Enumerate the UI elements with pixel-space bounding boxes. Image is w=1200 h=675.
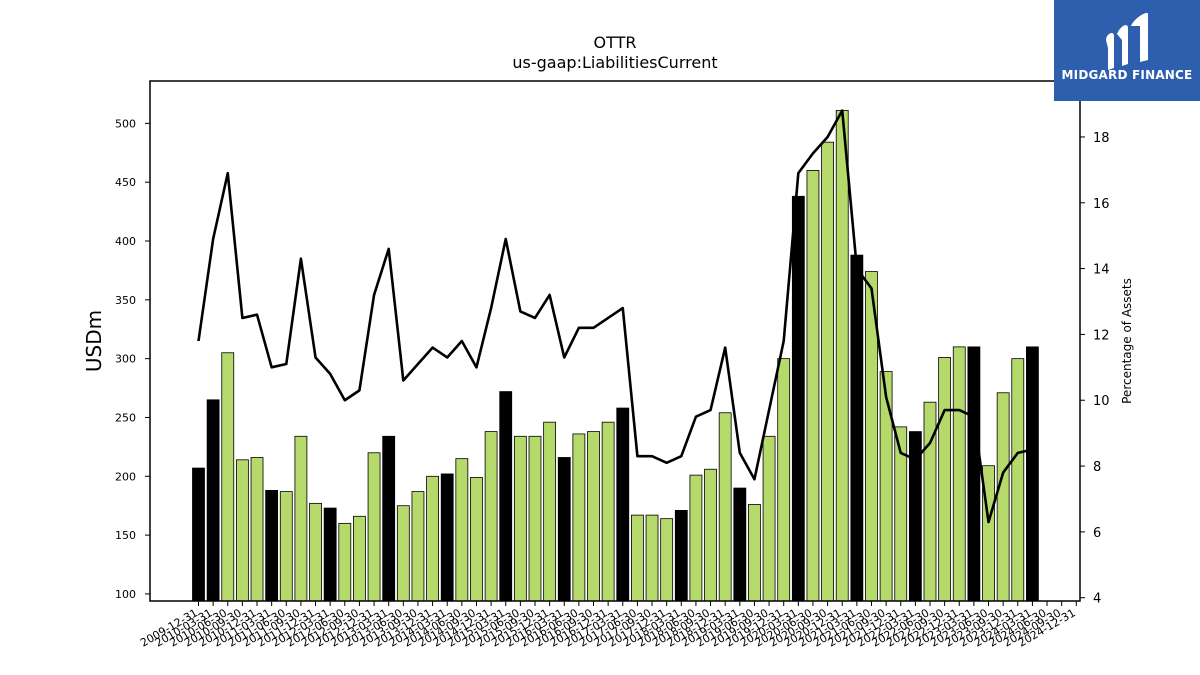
bar xyxy=(704,468,717,602)
bar-series xyxy=(192,110,1039,602)
bar xyxy=(660,518,674,602)
bar xyxy=(279,491,293,602)
bar xyxy=(850,254,864,602)
bar xyxy=(294,435,308,602)
bar xyxy=(250,457,264,602)
bar xyxy=(748,504,761,602)
bar xyxy=(440,473,454,602)
bar xyxy=(674,510,688,602)
bar xyxy=(1026,346,1039,602)
bar xyxy=(1011,358,1025,602)
bar xyxy=(821,141,834,602)
bar xyxy=(616,407,630,602)
y2-tick-label: 10 xyxy=(1093,394,1110,409)
y-tick-label: 400 xyxy=(115,235,136,248)
bar xyxy=(601,421,615,602)
bar xyxy=(631,514,644,602)
bar xyxy=(484,431,498,602)
bar xyxy=(323,507,337,602)
bar xyxy=(513,435,527,602)
bar xyxy=(733,487,747,602)
logo-background xyxy=(1054,0,1200,101)
bar xyxy=(762,435,776,602)
x-axis: 2009-12-312010-03-312010-06-302010-09-30… xyxy=(138,601,1078,650)
bar xyxy=(206,399,220,602)
bar xyxy=(996,392,1010,602)
y2-tick-label: 14 xyxy=(1093,263,1110,278)
bar xyxy=(572,433,586,602)
y-tick-label: 500 xyxy=(115,117,136,130)
y-axis-label: USDm xyxy=(82,310,106,372)
y2-tick-label: 8 xyxy=(1093,460,1101,475)
bar xyxy=(952,346,966,602)
bar xyxy=(718,412,732,602)
bar xyxy=(777,358,791,602)
y2-tick-label: 12 xyxy=(1093,328,1110,343)
logo-text: MIDGARD FINANCE xyxy=(1061,68,1193,82)
bar xyxy=(499,391,513,602)
bar xyxy=(879,371,893,602)
y-tick-label: 350 xyxy=(115,294,136,307)
bar xyxy=(353,515,366,602)
bar xyxy=(265,490,279,602)
bar xyxy=(528,435,542,602)
chart-title: OTTR xyxy=(594,33,637,52)
bar xyxy=(806,170,820,602)
y-tick-label: 450 xyxy=(115,176,136,189)
bar xyxy=(221,352,235,602)
bar xyxy=(382,435,396,602)
y2-tick-label: 4 xyxy=(1093,592,1101,607)
bar xyxy=(835,110,849,602)
bar xyxy=(543,421,557,602)
y-axis-right: 4 6 8 10 12 14 16 18 xyxy=(1080,131,1110,607)
bar xyxy=(791,195,805,602)
bar xyxy=(235,459,249,602)
bar xyxy=(645,514,659,602)
y2-tick-label: 18 xyxy=(1093,131,1110,146)
y2-axis-label: Percentage of Assets xyxy=(1120,278,1134,404)
percentage-line-series xyxy=(197,109,1033,524)
bar xyxy=(938,357,952,602)
bar xyxy=(396,505,410,602)
chart-subtitle: us-gaap:LiabilitiesCurrent xyxy=(512,53,717,72)
bar xyxy=(192,467,205,602)
bar xyxy=(967,346,981,602)
percentage-line xyxy=(197,109,1033,524)
y-tick-label: 200 xyxy=(115,470,136,483)
bar xyxy=(455,458,469,602)
bar xyxy=(587,431,600,602)
bar xyxy=(338,522,352,602)
y2-tick-label: 6 xyxy=(1093,526,1101,541)
y-tick-label: 150 xyxy=(115,529,136,542)
y-tick-label: 300 xyxy=(115,353,136,366)
bar xyxy=(689,474,703,602)
plot-frame xyxy=(149,80,1081,602)
midgard-finance-logo: MIDGARD FINANCE xyxy=(1054,0,1200,101)
bar xyxy=(411,491,425,602)
y2-tick-label: 16 xyxy=(1093,197,1110,212)
logo-mark-icon xyxy=(1106,12,1148,70)
y-tick-label: 100 xyxy=(115,588,136,601)
bar xyxy=(557,457,571,602)
bar xyxy=(309,502,322,602)
bar xyxy=(426,475,439,602)
bar xyxy=(470,477,483,602)
y-axis-left: 100 150 200 250 300 350 400 450 500 xyxy=(115,117,150,601)
y-tick-label: 250 xyxy=(115,411,136,424)
bar xyxy=(367,452,381,602)
